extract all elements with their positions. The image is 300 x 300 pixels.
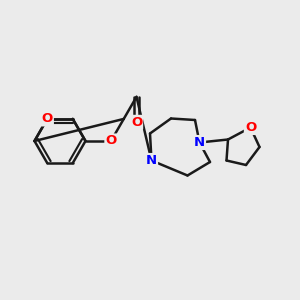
Text: N: N	[194, 136, 205, 149]
Text: O: O	[131, 116, 142, 129]
Text: O: O	[105, 134, 117, 148]
Text: O: O	[42, 112, 53, 125]
Text: O: O	[245, 121, 256, 134]
Text: N: N	[146, 154, 157, 167]
